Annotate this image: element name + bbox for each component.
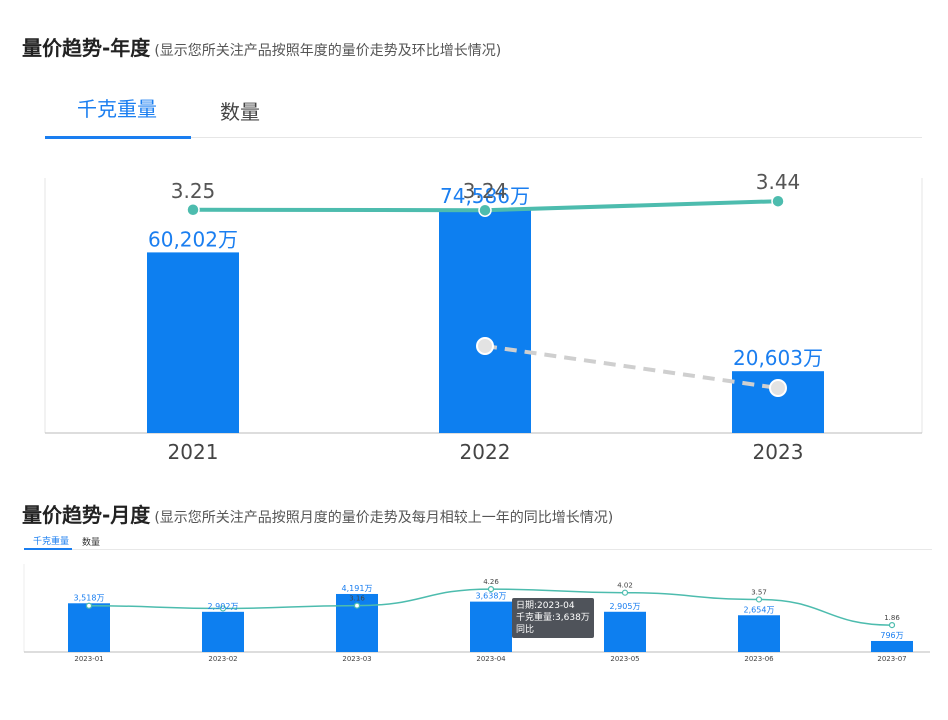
monthly-tooltip: 日期:2023-04 千克重量:3,638万 同比	[512, 598, 594, 638]
yearly-tab-indicator	[45, 136, 191, 139]
monthly-subtitle: (显示您所关注产品按照月度的量价走势及每月相较上一年的同比增长情况)	[154, 510, 614, 526]
monthly-bar-2023-06	[738, 615, 780, 652]
monthly-x-tick-2023-03: 2023-03	[342, 655, 371, 663]
monthly-price-point-2023-07	[888, 621, 896, 629]
yearly-x-tick-2023: 2023	[753, 440, 804, 464]
monthly-tab-weight[interactable]: 千克重量	[33, 537, 70, 547]
monthly-section-title: 量价趋势-月度 (显示您所关注产品按照月度的量价走势及每月相较上一年的同比增长情况…	[22, 499, 613, 528]
tooltip-weight: 千克重量:3,638万	[516, 613, 590, 623]
yearly-bar-2021	[147, 252, 239, 433]
monthly-price-label-2023-05: 4.02	[617, 582, 633, 590]
monthly-price-point-2023-04	[487, 586, 495, 593]
monthly-price-point-2023-05	[621, 589, 629, 596]
monthly-bar-2023-02	[202, 611, 244, 652]
yearly-bar-label-2023: 20,603万	[733, 346, 823, 370]
monthly-x-tick-2023-05: 2023-05	[610, 655, 639, 663]
yearly-tab-weight[interactable]: 千克重量	[77, 97, 157, 121]
yearly-price-point-2022	[478, 203, 492, 217]
tooltip-date: 日期:2023-04	[516, 601, 575, 611]
monthly-bar-label-2023-04: 3,638万	[476, 592, 507, 601]
yearly-title: 量价趋势-年度	[22, 36, 151, 60]
monthly-title: 量价趋势-月度	[22, 503, 151, 527]
monthly-chart: 3,518万 2023-01 2,902万 2023-02 4,191万 2023-03 3…	[23, 564, 930, 663]
monthly-bar-2023-05	[604, 611, 646, 652]
yearly-growth-point-2	[769, 379, 787, 397]
monthly-bar-2023-07	[871, 640, 913, 652]
monthly-tab-divider	[24, 549, 932, 550]
monthly-bar-label-2023-07: 796万	[880, 631, 903, 640]
monthly-bar-2023-04	[470, 601, 512, 652]
yearly-tab-divider	[45, 137, 922, 138]
yearly-price-point-2023	[771, 194, 785, 208]
yearly-price-label-2022: 3.24	[463, 179, 508, 203]
yearly-chart: 60,202万 2021 74,586万 2022 20,603万 2023 3.25 3.2…	[44, 170, 923, 464]
monthly-bar-2023-01	[68, 603, 110, 652]
monthly-x-tick-2023-01: 2023-01	[74, 655, 103, 663]
monthly-price-label-2023-07: 1.86	[884, 614, 900, 622]
monthly-x-tick-2023-06: 2023-06	[744, 655, 774, 663]
yearly-price-label-2023: 3.44	[756, 170, 801, 194]
monthly-bar-label-2023-05: 2,905万	[610, 602, 641, 611]
monthly-x-tick-2023-02: 2023-02	[208, 655, 237, 663]
monthly-x-tick-2023-07: 2023-07	[877, 655, 906, 663]
monthly-price-point-2023-03	[353, 602, 361, 609]
monthly-x-tick-2023-04: 2023-04	[476, 655, 506, 663]
yearly-price-point-2021	[186, 203, 200, 217]
monthly-bar-label-2023-06: 2,654万	[744, 605, 775, 614]
monthly-price-point-2023-06	[755, 596, 763, 603]
monthly-bar-label-2023-01: 3,518万	[74, 593, 105, 602]
yearly-subtitle: (显示您所关注产品按照年度的量价走势及环比增长情况)	[154, 43, 502, 59]
yearly-x-tick-2022: 2022	[460, 440, 511, 464]
monthly-bar-label-2023-03: 4,191万	[342, 584, 373, 593]
tooltip-yoy: 同比	[516, 625, 535, 635]
monthly-bar-label-2023-02: 2,902万	[208, 602, 239, 611]
yearly-price-label-2021: 3.25	[171, 179, 216, 203]
yearly-growth-dashed-line	[484, 344, 779, 390]
yearly-bar-2022	[439, 209, 531, 433]
monthly-tab-quantity[interactable]: 数量	[82, 538, 101, 548]
monthly-price-label-2023-06: 3.57	[751, 588, 767, 596]
monthly-tab-indicator	[24, 548, 72, 550]
yearly-section-title: 量价趋势-年度 (显示您所关注产品按照年度的量价走势及环比增长情况)	[22, 32, 501, 61]
yearly-x-tick-2021: 2021	[168, 440, 219, 464]
yearly-tab-quantity[interactable]: 数量	[220, 100, 260, 124]
monthly-price-point-2023-02	[219, 605, 227, 612]
yearly-growth-point-1	[476, 337, 494, 355]
monthly-price-point-2023-01	[85, 602, 93, 609]
monthly-price-label-2023-04: 4.26	[483, 578, 499, 586]
yearly-bar-label-2022: 74,586万	[440, 184, 530, 208]
yearly-bar-label-2021: 60,202万	[148, 227, 238, 251]
monthly-price-label-2023-03: 3.16	[349, 595, 365, 603]
